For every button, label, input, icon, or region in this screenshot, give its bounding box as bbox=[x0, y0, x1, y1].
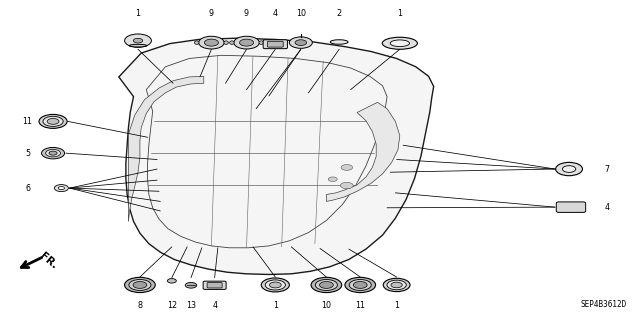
Circle shape bbox=[345, 277, 376, 293]
Ellipse shape bbox=[129, 44, 147, 47]
Text: 1: 1 bbox=[273, 301, 278, 310]
Circle shape bbox=[185, 282, 196, 288]
FancyBboxPatch shape bbox=[556, 202, 586, 212]
Circle shape bbox=[39, 115, 67, 128]
Ellipse shape bbox=[330, 40, 348, 44]
FancyBboxPatch shape bbox=[203, 281, 226, 289]
Ellipse shape bbox=[224, 41, 228, 44]
Circle shape bbox=[125, 277, 156, 293]
Polygon shape bbox=[326, 102, 400, 201]
Text: 2: 2 bbox=[337, 9, 342, 18]
Circle shape bbox=[49, 151, 57, 155]
Text: 4: 4 bbox=[273, 9, 278, 18]
Text: 6: 6 bbox=[25, 184, 30, 193]
Ellipse shape bbox=[382, 37, 417, 49]
Circle shape bbox=[316, 279, 337, 290]
Text: 9: 9 bbox=[209, 9, 214, 18]
Circle shape bbox=[269, 282, 281, 288]
Ellipse shape bbox=[390, 40, 410, 47]
Circle shape bbox=[47, 118, 59, 124]
Text: 4: 4 bbox=[212, 301, 217, 310]
Text: 8: 8 bbox=[138, 301, 143, 310]
Circle shape bbox=[340, 182, 353, 189]
Circle shape bbox=[261, 278, 289, 292]
Circle shape bbox=[265, 280, 285, 290]
Text: 11: 11 bbox=[355, 301, 365, 310]
Text: 10: 10 bbox=[296, 9, 306, 18]
Circle shape bbox=[328, 177, 337, 182]
Circle shape bbox=[556, 162, 582, 176]
Circle shape bbox=[295, 40, 307, 46]
Text: 13: 13 bbox=[186, 301, 196, 310]
Circle shape bbox=[391, 282, 403, 288]
FancyBboxPatch shape bbox=[268, 41, 284, 47]
Text: FR.: FR. bbox=[38, 250, 59, 271]
FancyBboxPatch shape bbox=[263, 40, 287, 49]
Circle shape bbox=[383, 278, 410, 292]
FancyBboxPatch shape bbox=[207, 283, 222, 288]
Circle shape bbox=[129, 279, 151, 290]
Text: 12: 12 bbox=[167, 301, 177, 310]
Circle shape bbox=[239, 39, 253, 46]
Circle shape bbox=[311, 277, 342, 293]
Circle shape bbox=[198, 36, 224, 49]
Text: 11: 11 bbox=[22, 117, 33, 126]
Circle shape bbox=[319, 282, 333, 288]
Circle shape bbox=[133, 38, 143, 43]
Circle shape bbox=[125, 34, 152, 47]
Circle shape bbox=[387, 280, 406, 290]
Circle shape bbox=[341, 165, 353, 170]
Circle shape bbox=[204, 39, 218, 46]
Text: 7: 7 bbox=[605, 165, 610, 174]
Circle shape bbox=[58, 187, 65, 190]
Text: 9: 9 bbox=[244, 9, 249, 18]
Text: 1: 1 bbox=[394, 301, 399, 310]
Circle shape bbox=[353, 282, 367, 288]
Text: 4: 4 bbox=[605, 203, 610, 211]
Circle shape bbox=[54, 185, 68, 192]
Polygon shape bbox=[119, 38, 434, 274]
Text: SEP4B3612D: SEP4B3612D bbox=[580, 300, 627, 309]
Circle shape bbox=[563, 166, 576, 172]
Ellipse shape bbox=[230, 41, 234, 44]
Text: 5: 5 bbox=[25, 149, 30, 158]
Ellipse shape bbox=[195, 41, 199, 44]
Circle shape bbox=[42, 147, 65, 159]
Circle shape bbox=[43, 116, 63, 126]
Circle shape bbox=[45, 149, 61, 157]
Circle shape bbox=[289, 37, 312, 48]
Ellipse shape bbox=[259, 41, 264, 44]
Text: 1: 1 bbox=[136, 9, 141, 18]
Circle shape bbox=[168, 278, 176, 283]
Circle shape bbox=[349, 279, 371, 290]
Polygon shape bbox=[129, 76, 204, 221]
Circle shape bbox=[133, 282, 147, 288]
Text: 10: 10 bbox=[321, 301, 332, 310]
Text: 1: 1 bbox=[397, 9, 403, 18]
Circle shape bbox=[234, 36, 259, 49]
